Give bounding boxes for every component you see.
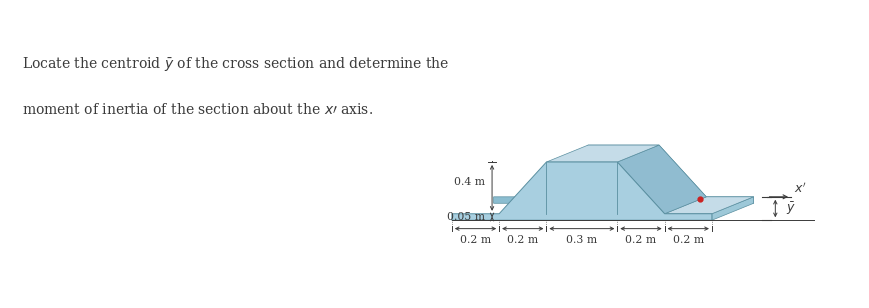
Polygon shape [617,145,706,214]
Text: 0.2 m: 0.2 m [460,235,491,245]
Text: $x'$: $x'$ [793,181,806,196]
Text: 0.2 m: 0.2 m [507,235,539,245]
Text: Locate the centroid $\bar{y}$ of the cross section and determine the: Locate the centroid $\bar{y}$ of the cro… [22,55,449,73]
Text: 0.4 m: 0.4 m [454,177,485,187]
Polygon shape [712,197,753,220]
Polygon shape [452,162,712,220]
Polygon shape [547,145,659,162]
Text: 0.2 m: 0.2 m [626,235,657,245]
Text: 0.2 m: 0.2 m [673,235,704,245]
Text: $\bar{y}$: $\bar{y}$ [786,200,796,217]
Polygon shape [494,145,753,203]
Text: moment of inertia of the section about the $x\prime$ axis.: moment of inertia of the section about t… [22,102,373,117]
Text: 0.05 m: 0.05 m [448,212,485,222]
Polygon shape [665,197,753,214]
Text: 0.3 m: 0.3 m [567,235,598,245]
